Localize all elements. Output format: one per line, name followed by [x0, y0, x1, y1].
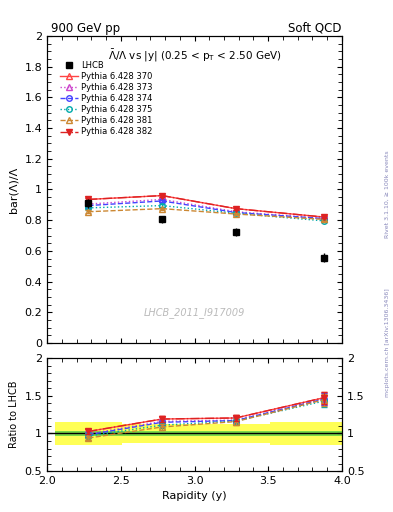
Line: Pythia 6.428 370: Pythia 6.428 370 [86, 193, 327, 220]
Pythia 6.428 382 [86, 196, 91, 202]
Text: mcplots.cern.ch [arXiv:1306.3436]: mcplots.cern.ch [arXiv:1306.3436] [385, 289, 390, 397]
Pythia 6.428 373 [160, 196, 164, 202]
Pythia 6.428 374 [86, 202, 91, 209]
Legend: LHCB, Pythia 6.428 370, Pythia 6.428 373, Pythia 6.428 374, Pythia 6.428 375, Py: LHCB, Pythia 6.428 370, Pythia 6.428 373… [57, 58, 155, 139]
Pythia 6.428 375 [86, 205, 91, 211]
Pythia 6.428 382 [160, 193, 164, 199]
Pythia 6.428 373 [322, 216, 327, 222]
Pythia 6.428 374 [233, 209, 238, 216]
X-axis label: Rapidity (y): Rapidity (y) [162, 492, 227, 501]
Y-axis label: bar(Λ)/Λ: bar(Λ)/Λ [9, 166, 19, 212]
Pythia 6.428 382 [322, 214, 327, 220]
Pythia 6.428 373 [233, 209, 238, 215]
Pythia 6.428 381 [322, 216, 327, 222]
Pythia 6.428 381 [160, 205, 164, 212]
Y-axis label: Ratio to LHCB: Ratio to LHCB [9, 381, 19, 449]
Pythia 6.428 375 [233, 210, 238, 217]
Line: Pythia 6.428 374: Pythia 6.428 374 [86, 198, 327, 221]
Text: LHCB_2011_I917009: LHCB_2011_I917009 [144, 307, 245, 318]
Pythia 6.428 370 [160, 193, 164, 199]
Text: Rivet 3.1.10, ≥ 100k events: Rivet 3.1.10, ≥ 100k events [385, 151, 390, 239]
Text: Soft QCD: Soft QCD [288, 22, 342, 34]
Line: Pythia 6.428 373: Pythia 6.428 373 [86, 197, 327, 221]
Pythia 6.428 375 [322, 218, 327, 224]
Line: Pythia 6.428 375: Pythia 6.428 375 [86, 203, 327, 224]
Line: Pythia 6.428 382: Pythia 6.428 382 [86, 193, 327, 220]
Pythia 6.428 374 [160, 198, 164, 204]
Line: Pythia 6.428 381: Pythia 6.428 381 [86, 206, 327, 222]
Pythia 6.428 374 [322, 216, 327, 222]
Pythia 6.428 370 [322, 214, 327, 220]
Text: $\bar{\Lambda}/\Lambda$ vs |y| (0.25 < p$_{\rm T}$ < 2.50 GeV): $\bar{\Lambda}/\Lambda$ vs |y| (0.25 < p… [108, 48, 281, 64]
Pythia 6.428 382 [233, 205, 238, 212]
Pythia 6.428 375 [160, 202, 164, 209]
Pythia 6.428 373 [86, 201, 91, 207]
Pythia 6.428 381 [86, 209, 91, 215]
Pythia 6.428 381 [233, 211, 238, 217]
Pythia 6.428 370 [233, 205, 238, 212]
Text: 900 GeV pp: 900 GeV pp [51, 22, 120, 34]
Pythia 6.428 370 [86, 196, 91, 202]
